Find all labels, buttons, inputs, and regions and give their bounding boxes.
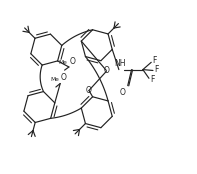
Text: O: O	[120, 88, 126, 97]
Text: Me: Me	[50, 77, 59, 82]
Text: F: F	[154, 65, 159, 74]
Text: O: O	[70, 57, 76, 66]
Text: F: F	[150, 75, 154, 84]
Text: O: O	[61, 73, 67, 82]
Text: O: O	[103, 66, 109, 75]
Text: NH: NH	[114, 58, 126, 68]
Text: O: O	[86, 86, 92, 95]
Text: F: F	[152, 56, 156, 65]
Text: Me: Me	[59, 60, 68, 65]
